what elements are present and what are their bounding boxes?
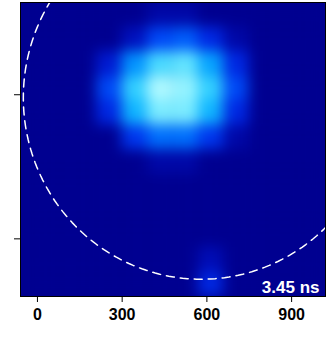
svg-text:600: 600 [194, 306, 221, 323]
svg-text:900: 900 [278, 306, 305, 323]
svg-text:300: 300 [109, 306, 136, 323]
svg-text:0: 0 [33, 306, 42, 323]
svg-text:3.45 ns: 3.45 ns [262, 278, 320, 297]
